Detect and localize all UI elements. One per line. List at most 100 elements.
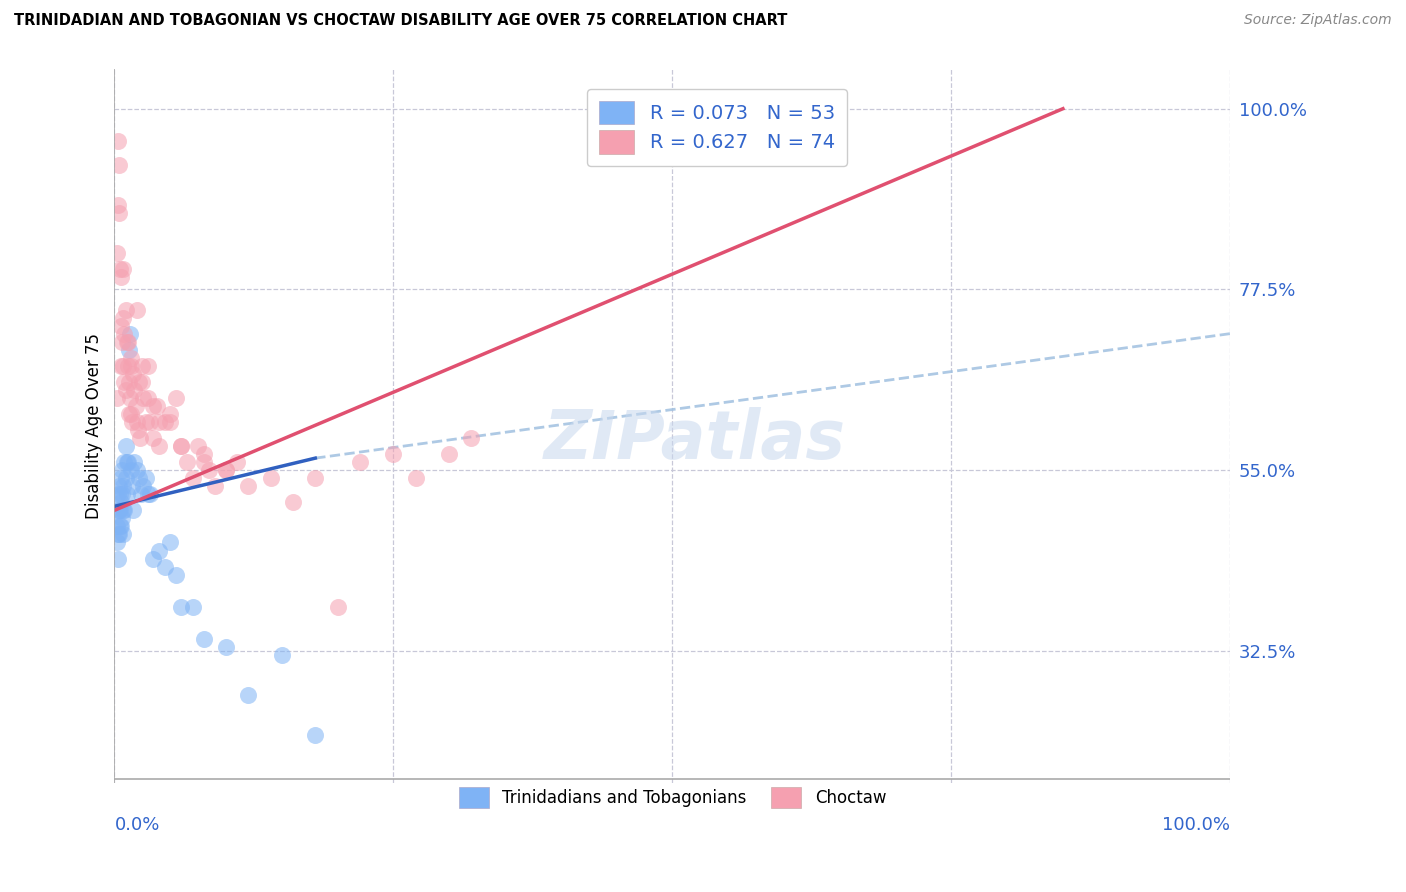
Point [193, 632, 215, 646]
Point [110, 495, 132, 509]
Point [238, 688, 260, 702]
Point [108, 527, 131, 541]
Point [112, 527, 135, 541]
Point [105, 391, 128, 405]
Point [121, 415, 143, 429]
Point [110, 359, 132, 373]
Point [108, 487, 131, 501]
Point [118, 391, 141, 405]
Point [270, 648, 292, 662]
Point [120, 351, 142, 365]
Point [110, 471, 132, 485]
Text: 0.0%: 0.0% [114, 815, 160, 834]
Point [326, 599, 349, 614]
Point [198, 463, 221, 477]
Point [120, 359, 142, 373]
Point [226, 455, 249, 469]
Point [110, 318, 132, 333]
Point [181, 599, 204, 614]
Point [115, 487, 138, 501]
Point [131, 375, 153, 389]
Point [349, 455, 371, 469]
Point [405, 471, 427, 485]
Point [108, 503, 131, 517]
Point [131, 359, 153, 373]
Point [176, 455, 198, 469]
Point [108, 262, 131, 277]
Point [204, 479, 226, 493]
Point [114, 503, 136, 517]
Point [111, 511, 134, 525]
Point [170, 599, 193, 614]
Point [108, 519, 131, 533]
Point [170, 439, 193, 453]
Legend: Trinidadians and Tobagonians, Choctaw: Trinidadians and Tobagonians, Choctaw [451, 780, 893, 814]
Point [127, 423, 149, 437]
Point [108, 503, 131, 517]
Point [124, 399, 146, 413]
Point [181, 471, 204, 485]
Point [165, 567, 187, 582]
Point [142, 431, 165, 445]
Point [107, 527, 129, 541]
Text: Source: ZipAtlas.com: Source: ZipAtlas.com [1244, 13, 1392, 28]
Point [159, 415, 181, 429]
Point [114, 375, 136, 389]
Point [193, 447, 215, 461]
Point [136, 487, 159, 501]
Point [114, 326, 136, 341]
Point [107, 198, 129, 212]
Point [128, 375, 150, 389]
Point [136, 391, 159, 405]
Point [215, 463, 238, 477]
Point [114, 302, 136, 317]
Point [105, 246, 128, 260]
Point [142, 399, 165, 413]
Point [114, 471, 136, 485]
Point [121, 479, 143, 493]
Point [112, 359, 135, 373]
Point [125, 415, 148, 429]
Point [128, 471, 150, 485]
Point [136, 359, 159, 373]
Point [122, 367, 145, 381]
Point [148, 543, 170, 558]
Point [124, 455, 146, 469]
Point [112, 310, 135, 325]
Point [146, 399, 169, 413]
Point [132, 479, 155, 493]
Point [193, 455, 215, 469]
Point [115, 455, 138, 469]
Point [111, 463, 134, 477]
Text: TRINIDADIAN AND TOBAGONIAN VS CHOCTAW DISABILITY AGE OVER 75 CORRELATION CHART: TRINIDADIAN AND TOBAGONIAN VS CHOCTAW DI… [14, 13, 787, 29]
Point [107, 551, 129, 566]
Point [139, 415, 162, 429]
Point [120, 463, 142, 477]
Point [125, 302, 148, 317]
Point [259, 471, 281, 485]
Point [238, 479, 260, 493]
Y-axis label: Disability Age Over 75: Disability Age Over 75 [86, 333, 103, 519]
Point [304, 728, 326, 742]
Point [460, 431, 482, 445]
Text: ZIPatlas: ZIPatlas [544, 408, 845, 474]
Point [107, 503, 129, 517]
Point [215, 463, 238, 477]
Point [135, 415, 157, 429]
Point [142, 551, 165, 566]
Point [105, 519, 128, 533]
Point [118, 407, 141, 421]
Point [112, 479, 135, 493]
Point [110, 519, 132, 533]
Point [132, 391, 155, 405]
Point [148, 439, 170, 453]
Point [114, 439, 136, 453]
Point [165, 391, 187, 405]
Point [148, 415, 170, 429]
Point [112, 503, 135, 517]
Point [117, 359, 139, 373]
Point [153, 415, 176, 429]
Point [118, 326, 141, 341]
Point [107, 487, 129, 501]
Point [135, 471, 157, 485]
